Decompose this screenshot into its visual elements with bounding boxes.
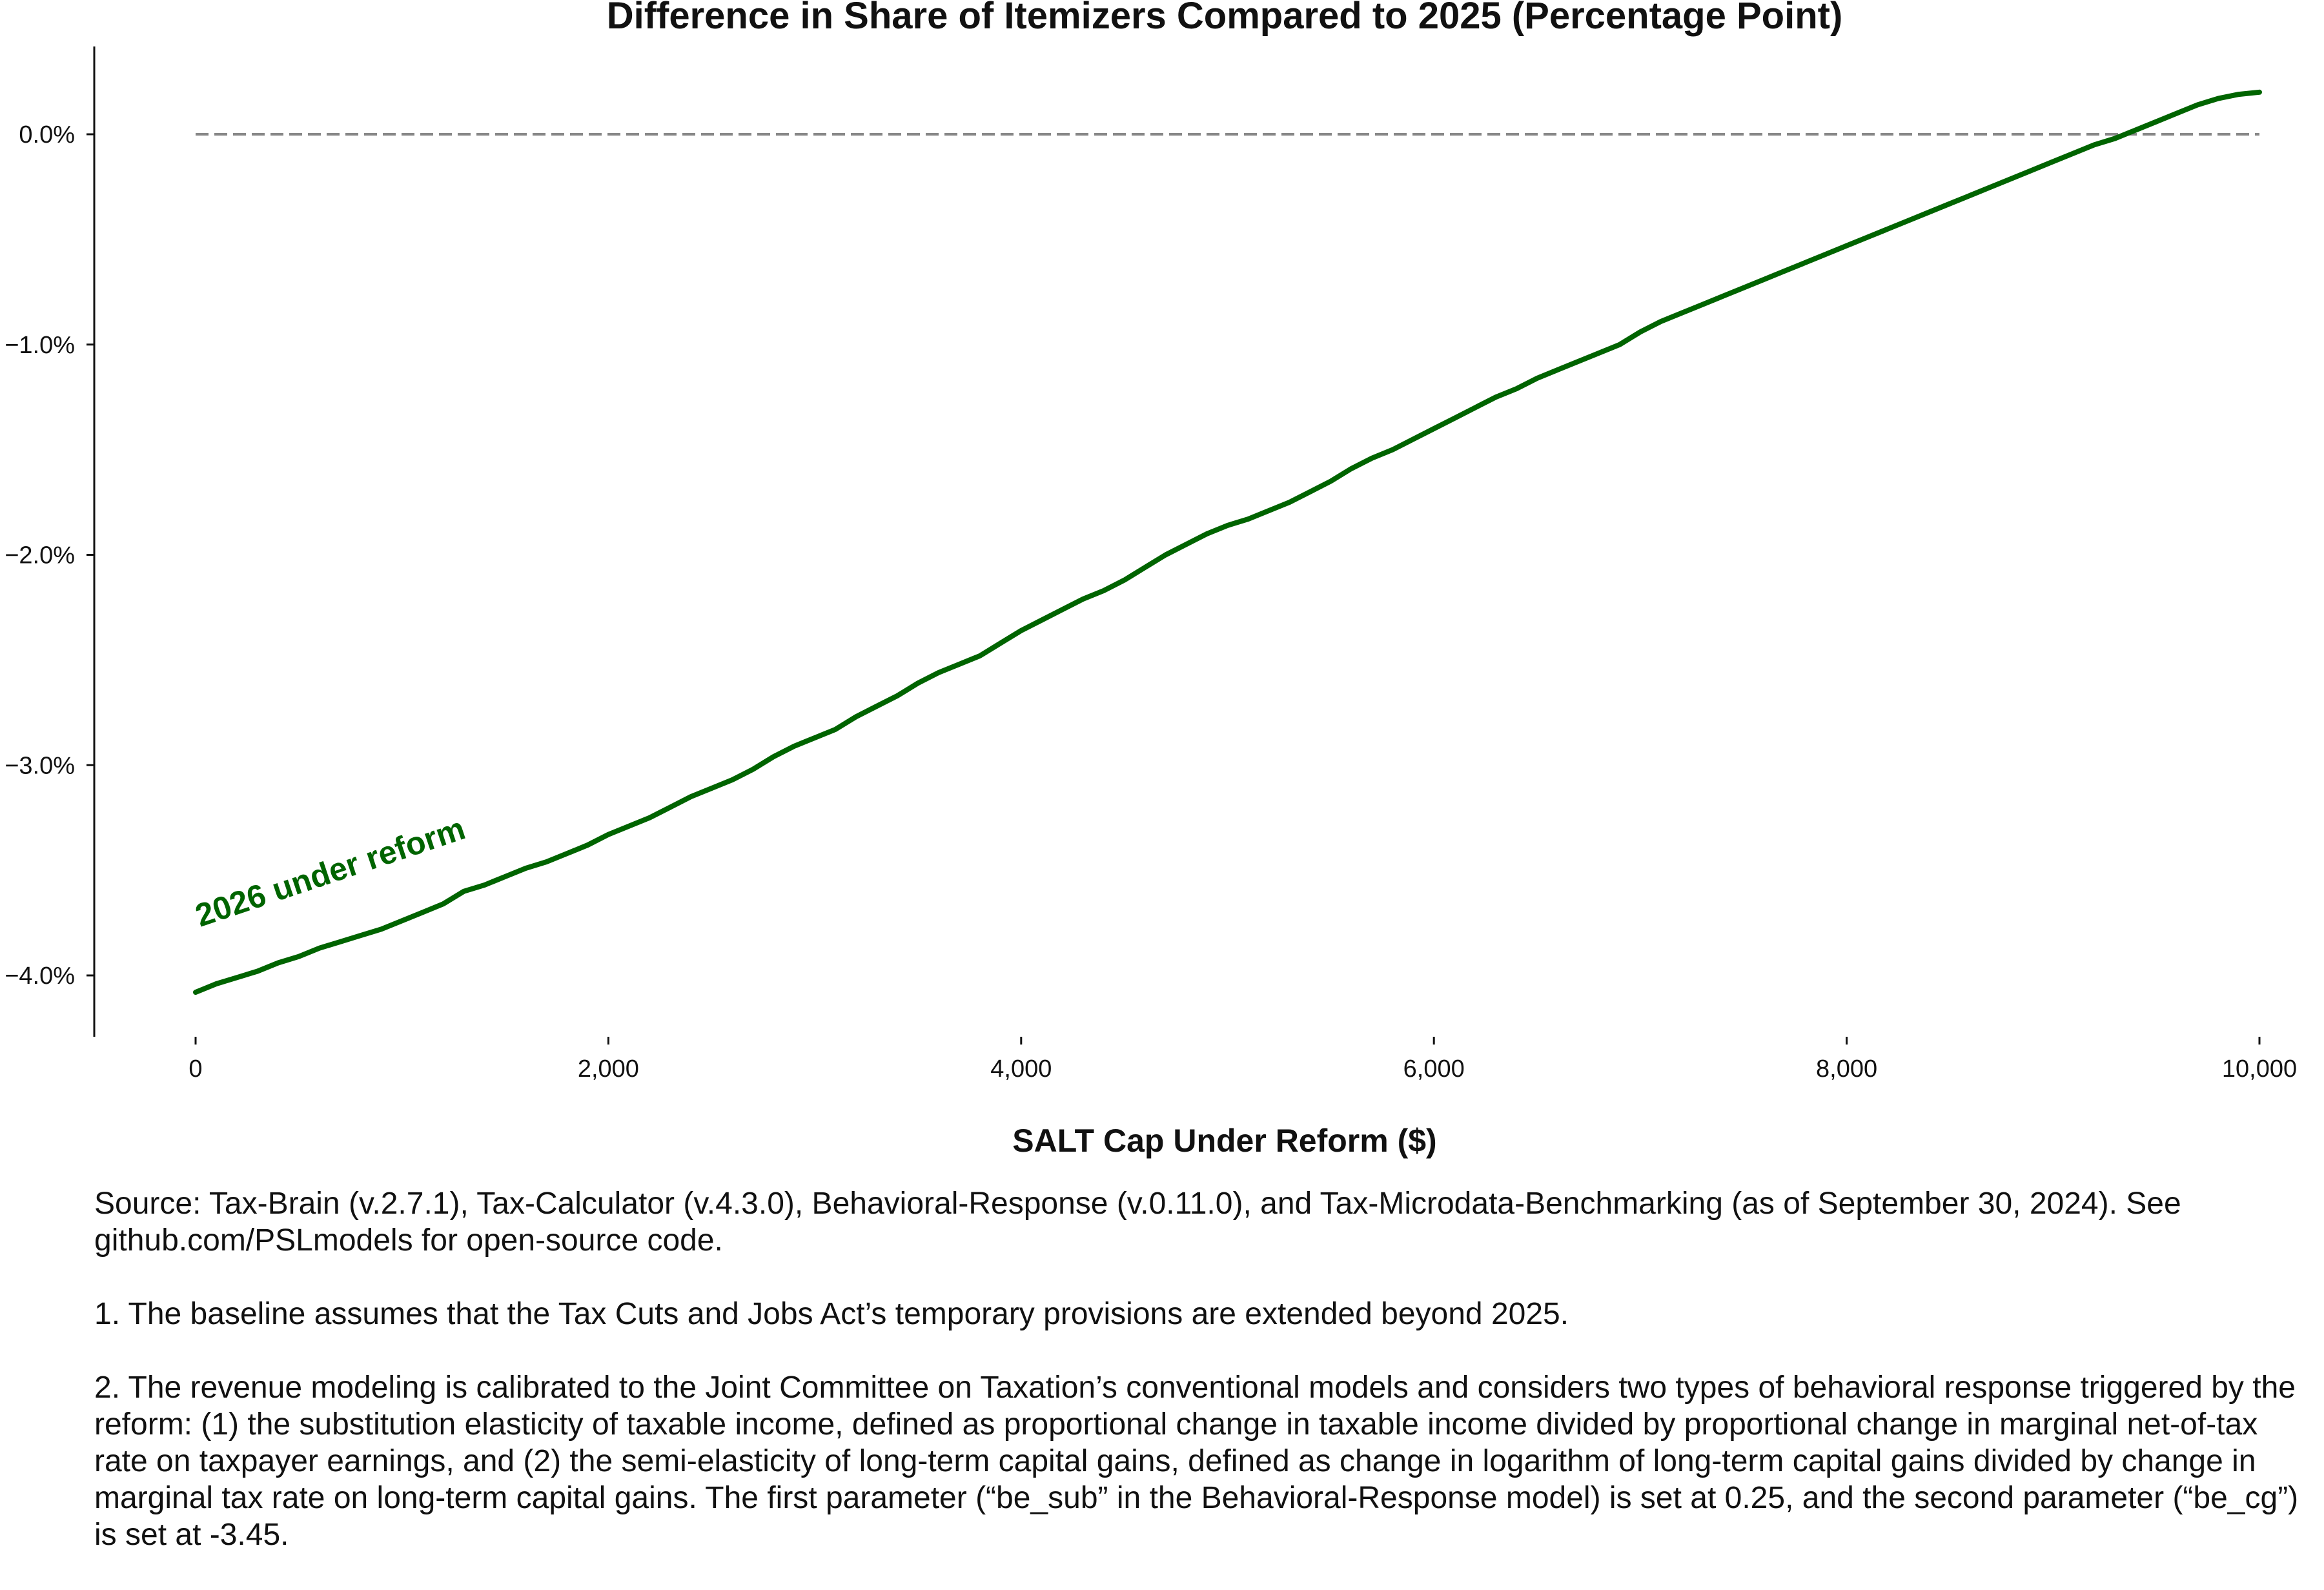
y-tick-label: −2.0% bbox=[5, 542, 75, 569]
x-axis-label: SALT Cap Under Reform ($) bbox=[1012, 1123, 1436, 1159]
x-tick-label: 6,000 bbox=[1403, 1055, 1465, 1083]
series-line-2026-under-reform bbox=[193, 89, 2262, 995]
x-tick-label: 8,000 bbox=[1816, 1055, 1877, 1083]
itemizer-share-chart: Difference in Share of Itemizers Compare… bbox=[5, 0, 2297, 1159]
x-ticks: 0 2,000 4,000 6,000 8,000 10,000 bbox=[189, 1037, 2297, 1083]
x-tick-label: 2,000 bbox=[578, 1055, 639, 1083]
x-tick-label: 0 bbox=[189, 1055, 202, 1083]
x-tick-label: 4,000 bbox=[990, 1055, 1052, 1083]
source-note: Source: Tax-Brain (v.2.7.1), Tax-Calcula… bbox=[94, 1187, 2181, 1258]
footnote-1: 1. The baseline assumes that the Tax Cut… bbox=[94, 1297, 1569, 1331]
y-tick-label: −4.0% bbox=[5, 963, 75, 990]
y-tick-label: 0.0% bbox=[19, 121, 75, 148]
chart-notes: Source: Tax-Brain (v.2.7.1), Tax-Calcula… bbox=[94, 1185, 2302, 1590]
y-ticks: 0.0% −1.0% −2.0% −3.0% −4.0% bbox=[5, 121, 94, 990]
y-tick-label: −3.0% bbox=[5, 752, 75, 779]
footnote-2: 2. The revenue modeling is calibrated to… bbox=[94, 1371, 2299, 1552]
y-tick-label: −1.0% bbox=[5, 332, 75, 359]
series-label: 2026 under reform bbox=[191, 810, 470, 934]
chart-title: Difference in Share of Itemizers Compare… bbox=[607, 0, 1843, 37]
x-tick-label: 10,000 bbox=[2222, 1055, 2297, 1083]
